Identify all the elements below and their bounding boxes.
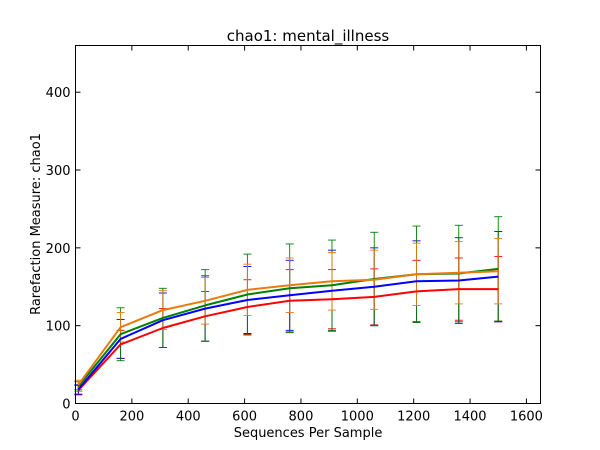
y-tick-label: 200	[46, 242, 71, 257]
chart-title: chao1: mental_illness	[227, 27, 390, 46]
plot-frame	[75, 45, 541, 404]
x-tick-label: 600	[232, 410, 257, 425]
x-tick-label: 800	[289, 410, 314, 425]
x-tick-label: 1400	[453, 410, 486, 425]
series-line-2	[77, 275, 499, 391]
x-tick-label: 0	[71, 410, 79, 425]
y-tick-label: 400	[46, 86, 71, 101]
y-tick-label: 300	[46, 164, 71, 179]
x-tick-label: 200	[119, 410, 144, 425]
x-tick-label: 400	[176, 410, 201, 425]
y-axis-title: Rarefaction Measure: chao1	[29, 133, 44, 315]
y-tick-label: 100	[46, 320, 71, 335]
y-tick-label: 0	[62, 398, 70, 413]
x-tick-label: 1000	[341, 410, 374, 425]
series-layer	[74, 216, 503, 396]
x-tick-label: 1600	[510, 410, 543, 425]
x-tick-label: 1200	[397, 410, 430, 425]
series-line-1	[77, 288, 499, 391]
series-line-4	[77, 270, 499, 386]
tick-layer: 0 200 400 600 800 1000 1200 1400 1600 0 100 200 300 4…	[46, 45, 543, 425]
x-axis-title: Sequences Per Sample	[234, 426, 383, 441]
